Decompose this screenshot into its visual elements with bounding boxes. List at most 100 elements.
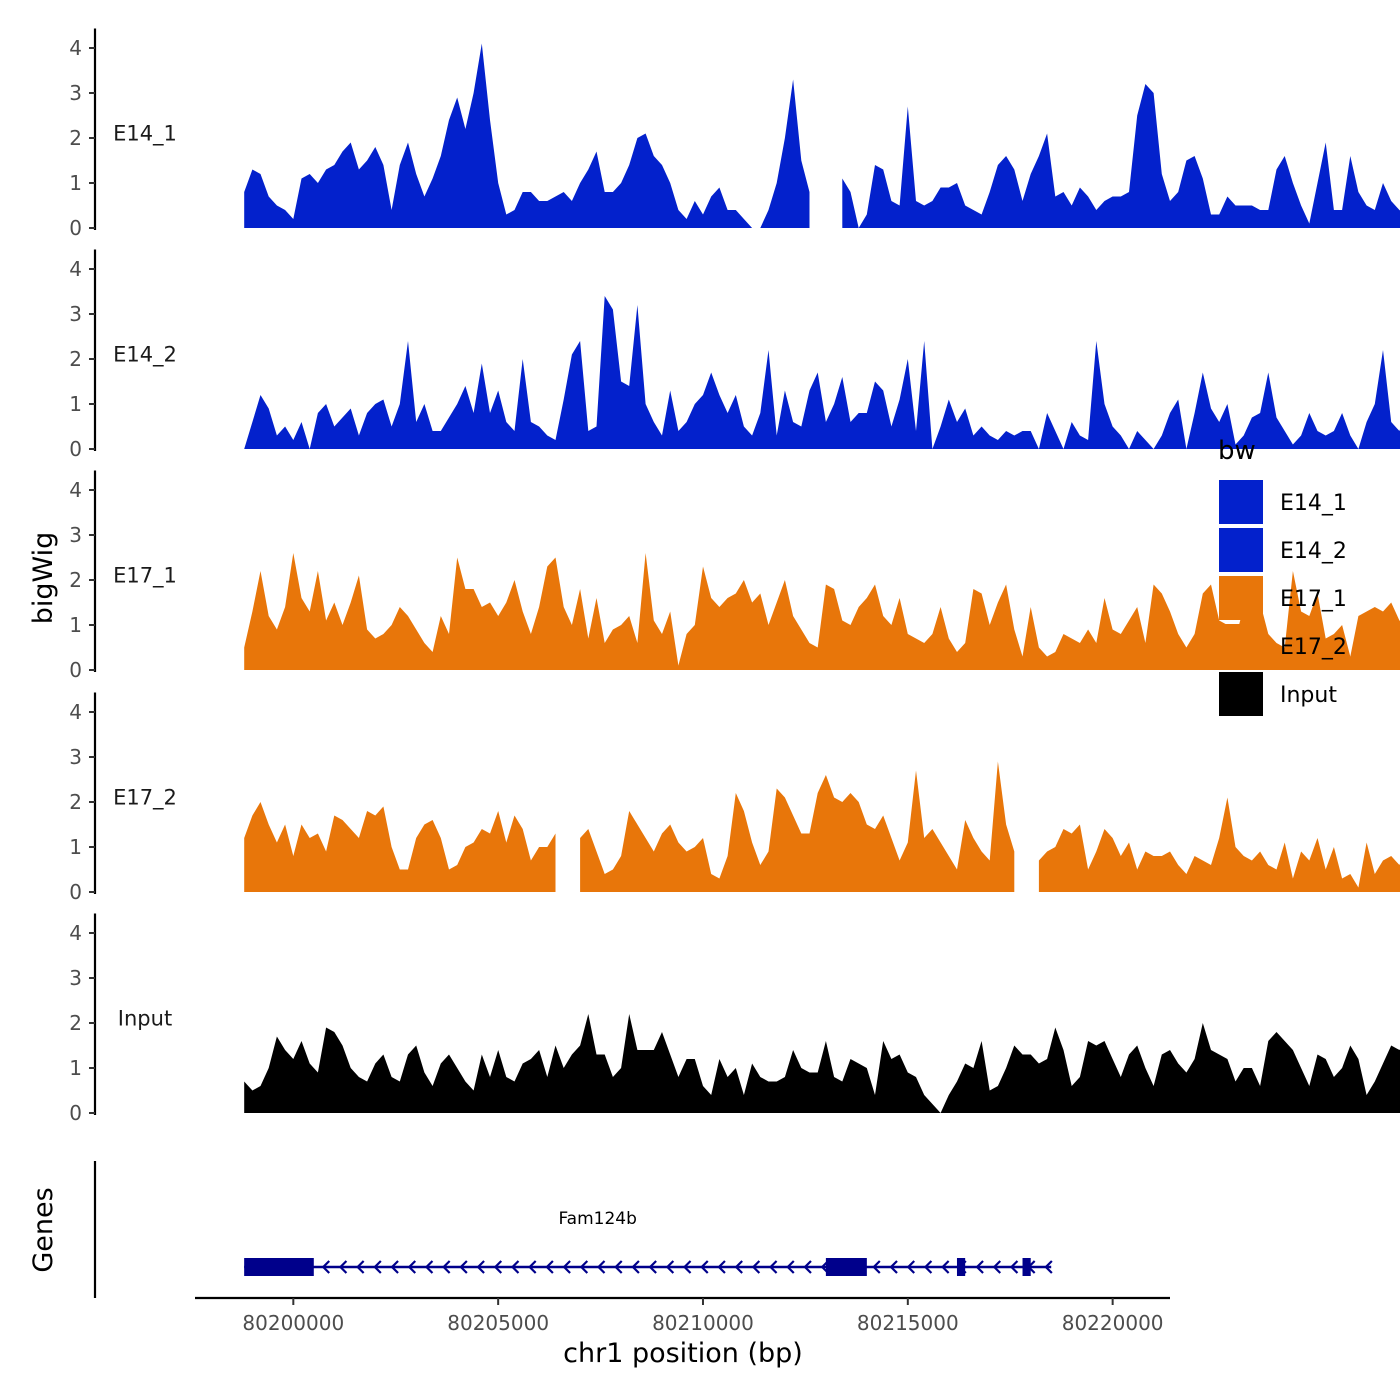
strand-arrow-icon [665, 1260, 675, 1274]
y-tick-label: 3 [69, 81, 82, 105]
strand-arrow-icon [717, 1260, 726, 1274]
strand-arrow-icon [734, 1260, 743, 1274]
track-E17_2: 0 1 2 3 4 E17_2 [69, 692, 1400, 904]
strand-arrow-icon [321, 1260, 331, 1274]
strand-arrow-icon [442, 1260, 451, 1274]
gene-exon [244, 1258, 314, 1276]
strand-arrow-icon [356, 1260, 365, 1274]
y-tick-label: 1 [69, 1056, 82, 1080]
strand-arrow-icon [923, 1260, 933, 1274]
coverage-area-E17_2 [1038, 797, 1400, 892]
legend-title: bw [1218, 436, 1256, 466]
legend-swatch-E17_1 [1219, 576, 1263, 620]
coverage-area-E14_1 [244, 43, 810, 228]
y-tick-label: 4 [69, 478, 82, 502]
y-tick-label: 4 [69, 700, 82, 724]
x-tick-label: 80205000 [447, 1311, 549, 1335]
y-tick-label: 2 [69, 1011, 82, 1035]
gene-track-panel: Fam124b [93, 1161, 1053, 1298]
track-label-E14_1: E14_1 [113, 122, 177, 147]
y-tick-label: 0 [69, 1101, 82, 1125]
legend: bw E14_1 E14_2 E17_1 E17_2 Input [1218, 436, 1347, 716]
y-axis-title-genes: Genes [28, 1187, 59, 1272]
strand-arrow-icon [941, 1260, 950, 1274]
legend-swatch-E14_1 [1219, 480, 1263, 524]
gene-exon [825, 1258, 867, 1276]
track-E14_1: 0 1 2 3 4 E14_1 [69, 28, 1400, 240]
coverage-area-Input [244, 1014, 1400, 1113]
y-tick-label: 3 [69, 523, 82, 547]
y-axis-title-bigwig: bigWig [28, 532, 59, 625]
y-tick-label: 0 [69, 658, 82, 682]
x-tick-label: 80220000 [1062, 1311, 1164, 1335]
track-label-Input: Input [118, 1007, 172, 1031]
x-axis: 80200000 80205000 80210000 80215000 80220000 [195, 1296, 1170, 1335]
y-tick-label: 1 [69, 835, 82, 859]
gene-exon [1022, 1258, 1031, 1276]
gene-exon [956, 1258, 966, 1276]
coverage-area-E17_2 [580, 761, 1015, 892]
y-tick-label: 2 [69, 568, 82, 592]
strand-arrow-icon [373, 1260, 382, 1274]
strand-arrow-icon [1044, 1260, 1053, 1274]
y-tick-label: 4 [69, 36, 82, 60]
y-tick-label: 2 [69, 347, 82, 371]
legend-label-Input: Input [1280, 683, 1337, 708]
y-tick-label: 1 [69, 392, 82, 416]
track-Input: 0 1 2 3 4 Input [69, 913, 1400, 1125]
strand-arrow-icon [545, 1260, 554, 1274]
strand-arrow-icon [390, 1260, 399, 1274]
strand-arrow-icon [751, 1260, 761, 1274]
strand-arrow-icon [786, 1260, 795, 1274]
y-tick-label: 4 [69, 257, 82, 281]
y-tick-label: 1 [69, 613, 82, 637]
track-E17_1: 0 1 2 3 4 E17_1 [69, 470, 1400, 682]
y-tick-label: 2 [69, 126, 82, 150]
strand-arrow-icon [872, 1260, 881, 1274]
legend-label-E17_1: E17_1 [1280, 587, 1347, 612]
x-tick-label: 80215000 [857, 1311, 959, 1335]
strand-arrow-icon [648, 1260, 657, 1274]
gene-name-label: Fam124b [558, 1209, 636, 1229]
y-tick-label: 3 [69, 966, 82, 990]
track-E14_2: 0 1 2 3 4 E14_2 [69, 249, 1400, 461]
y-tick-label: 0 [69, 437, 82, 461]
track-label-E17_2: E17_2 [113, 786, 177, 811]
strand-arrow-icon [407, 1260, 417, 1274]
strand-arrow-icon [803, 1260, 812, 1274]
strand-arrow-icon [889, 1260, 898, 1274]
y-tick-label: 0 [69, 880, 82, 904]
y-tick-label: 3 [69, 745, 82, 769]
track-label-E17_1: E17_1 [113, 564, 177, 589]
legend-swatch-Input [1219, 672, 1263, 716]
strand-arrow-icon [596, 1260, 606, 1274]
legend-swatch-E17_2 [1219, 624, 1263, 668]
legend-label-E17_2: E17_2 [1280, 635, 1347, 660]
strand-arrow-icon [906, 1260, 916, 1274]
strand-arrow-icon [769, 1260, 778, 1274]
strand-arrow-icon [992, 1260, 1002, 1274]
coverage-area-E14_2 [244, 296, 1400, 449]
track-label-E14_2: E14_2 [113, 343, 177, 368]
strand-arrow-icon [562, 1260, 571, 1274]
coverage-area-E17_2 [244, 802, 556, 892]
y-tick-label: 0 [69, 216, 82, 240]
x-tick-label: 80210000 [652, 1311, 754, 1335]
y-tick-label: 2 [69, 790, 82, 814]
legend-swatch-E14_2 [1219, 528, 1263, 572]
strand-arrow-icon [528, 1260, 537, 1274]
strand-arrow-icon [424, 1260, 434, 1274]
y-tick-label: 4 [69, 921, 82, 945]
strand-arrow-icon [700, 1260, 709, 1274]
legend-label-E14_2: E14_2 [1280, 539, 1347, 564]
strand-arrow-icon [631, 1260, 640, 1274]
x-tick-label: 80200000 [242, 1311, 344, 1335]
legend-label-E14_1: E14_1 [1280, 491, 1347, 516]
strand-arrow-icon [476, 1260, 485, 1274]
strand-arrow-icon [338, 1260, 348, 1274]
strand-arrow-icon [1009, 1260, 1019, 1274]
strand-arrow-icon [510, 1260, 520, 1274]
strand-arrow-icon [682, 1260, 692, 1274]
coverage-area-E14_1 [842, 84, 1400, 228]
